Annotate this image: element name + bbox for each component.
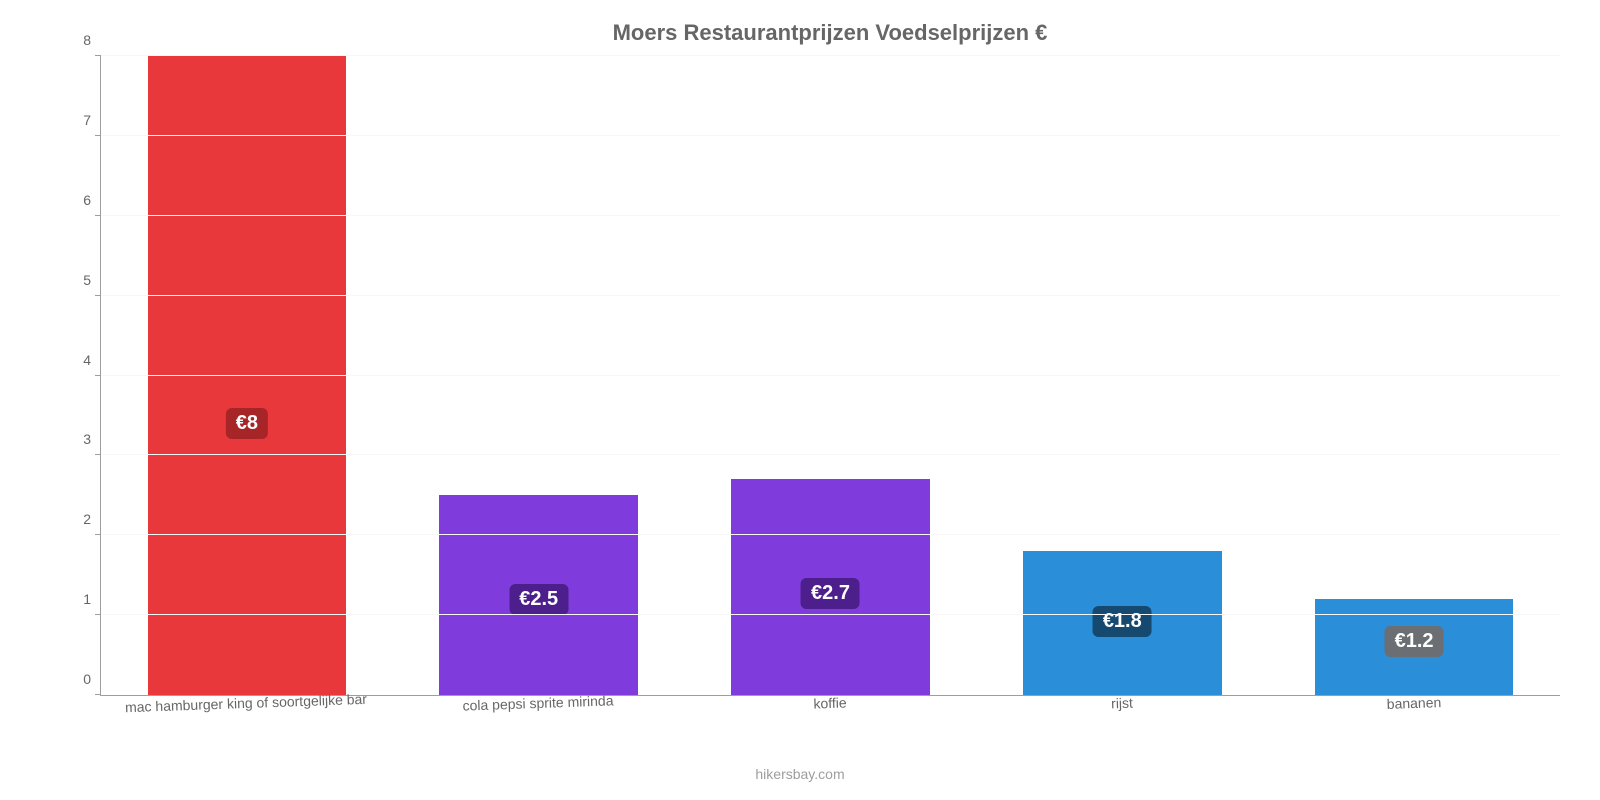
y-tick-label: 3 [83, 431, 101, 447]
chart-container: Moers Restaurantprijzen Voedselprijzen €… [0, 0, 1600, 800]
bar: €8 [148, 56, 346, 695]
y-tick-label: 7 [83, 112, 101, 128]
plot-area: €8€2.5€2.7€1.8€1.2 012345678 [100, 56, 1560, 696]
bar: €1.8 [1023, 551, 1221, 695]
value-badge: €1.2 [1385, 626, 1444, 657]
chart-title: Moers Restaurantprijzen Voedselprijzen € [100, 20, 1560, 46]
x-axis-labels: mac hamburger king of soortgelijke barco… [100, 695, 1560, 711]
bar-slot: €8 [101, 56, 393, 695]
footer-credit: hikersbay.com [0, 766, 1600, 782]
gridline [101, 295, 1560, 296]
gridline [101, 135, 1560, 136]
bar: €2.5 [439, 495, 637, 695]
bar-slot: €2.7 [685, 56, 977, 695]
bar: €2.7 [731, 479, 929, 695]
gridline [101, 215, 1560, 216]
gridline [101, 375, 1560, 376]
y-tick-mark [95, 375, 101, 376]
y-tick-label: 5 [83, 272, 101, 288]
y-tick-mark [95, 295, 101, 296]
y-tick-mark [95, 614, 101, 615]
y-tick-mark [95, 55, 101, 56]
y-tick-mark [95, 215, 101, 216]
y-tick-label: 4 [83, 352, 101, 368]
y-tick-label: 8 [83, 32, 101, 48]
bars-row: €8 €2.5 €2.7 €1.8 €1.2 [101, 56, 1560, 695]
y-tick-mark [95, 534, 101, 535]
y-tick-label: 2 [83, 511, 101, 527]
value-badge: €2.7 [801, 578, 860, 609]
gridline [101, 454, 1560, 455]
value-badge: €2.5 [509, 584, 568, 615]
y-tick-label: 6 [83, 192, 101, 208]
bar-slot: €1.2 [1268, 56, 1560, 695]
value-badge: €1.8 [1093, 606, 1152, 637]
gridline [101, 534, 1560, 535]
y-tick-label: 1 [83, 591, 101, 607]
value-badge: €8 [226, 408, 268, 439]
bar-slot: €2.5 [393, 56, 685, 695]
gridline [101, 55, 1560, 56]
bar-slot: €1.8 [976, 56, 1268, 695]
gridline [101, 614, 1560, 615]
y-tick-label: 0 [83, 671, 101, 687]
y-tick-mark [95, 454, 101, 455]
y-tick-mark [95, 135, 101, 136]
